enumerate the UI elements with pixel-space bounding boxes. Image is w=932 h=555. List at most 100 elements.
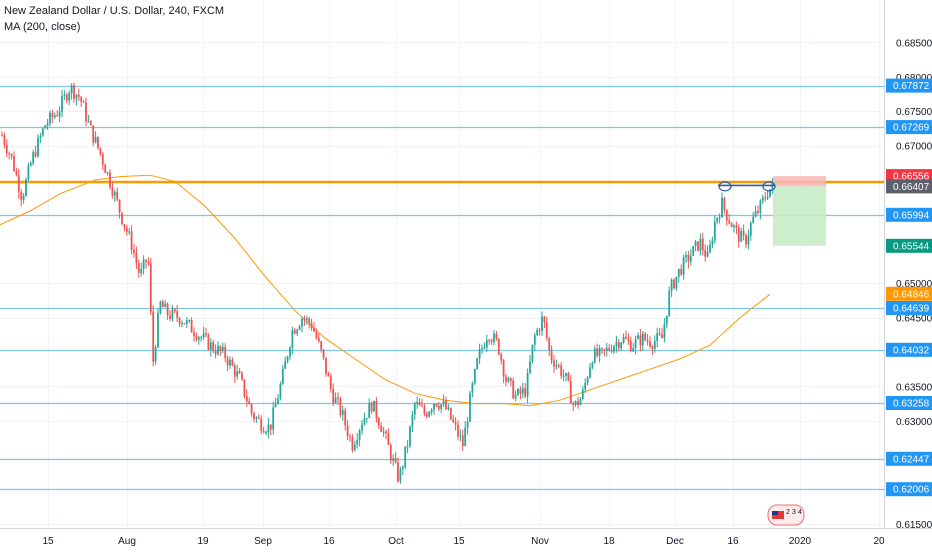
candle [682, 254, 685, 280]
pattern-ellipse[interactable] [762, 181, 776, 192]
candle [385, 429, 387, 440]
candle-body [435, 404, 438, 407]
candle [37, 134, 39, 158]
candle [53, 112, 56, 119]
candle [368, 398, 371, 419]
candle [759, 199, 762, 220]
candle-body [526, 373, 529, 397]
candle [409, 425, 411, 449]
candle-body [171, 309, 174, 319]
candle [430, 408, 433, 416]
candle [169, 310, 171, 321]
candle [757, 205, 759, 215]
candle-body [301, 318, 303, 327]
candle-body [65, 94, 68, 101]
level-badge-text: 0.62447 [893, 454, 930, 465]
candle-body [212, 342, 215, 351]
candle-body [509, 378, 512, 381]
candle [713, 215, 716, 244]
candle [320, 340, 323, 353]
candle [207, 333, 210, 351]
time-tick-label: Aug [118, 536, 136, 547]
candle [1, 131, 3, 137]
candle-body [257, 417, 260, 419]
level-badge-text: 0.67872 [893, 81, 930, 92]
candle-body [389, 445, 392, 461]
candle-body [377, 418, 380, 426]
candle [241, 371, 243, 382]
candle-body [101, 153, 104, 165]
candle-body [500, 354, 503, 361]
candle-body [493, 333, 495, 342]
candle [75, 94, 78, 106]
candle-body [497, 338, 500, 355]
candle-body [159, 301, 162, 314]
candle [171, 305, 174, 322]
candle [188, 319, 191, 323]
stop-loss-zone[interactable] [773, 176, 826, 187]
candle [301, 316, 303, 333]
level-badge: 0.64032 [886, 342, 932, 357]
candle-body [41, 128, 44, 136]
candle-body [137, 263, 140, 273]
flag-icon[interactable]: 2 3 4 [767, 504, 805, 526]
horizontal-levels[interactable] [0, 85, 884, 491]
candle-body [157, 313, 159, 348]
candle-body [553, 360, 555, 367]
candle [745, 233, 747, 248]
candle [130, 225, 133, 255]
candle [113, 189, 116, 202]
candle [27, 162, 30, 182]
price-badge-text: 0.64846 [893, 289, 930, 300]
candle [344, 407, 347, 431]
candle-body [490, 340, 493, 342]
price-axis[interactable]: 0.68500 0.68000 0.67500 0.67000 0.65000 0.645… [896, 38, 932, 531]
candle [473, 368, 476, 385]
trend-drawing[interactable] [718, 181, 776, 192]
candle-body [733, 225, 735, 228]
candle-body [241, 373, 243, 380]
level-badge: 0.65994 [886, 207, 932, 222]
position-tool[interactable] [773, 176, 826, 246]
candle [524, 383, 527, 399]
candle [577, 396, 579, 409]
candle [737, 224, 740, 248]
candle [656, 327, 659, 348]
symbol-title[interactable]: New Zealand Dollar / U.S. Dollar, 240, F… [4, 5, 225, 17]
candle [303, 315, 306, 326]
candle-body [104, 164, 107, 173]
price-badge: 0.64846 [886, 286, 932, 301]
candle [512, 377, 515, 400]
take-profit-zone[interactable] [773, 186, 826, 246]
candle-body [586, 377, 589, 383]
candle [764, 191, 767, 202]
candle-body [56, 115, 59, 117]
candle [725, 209, 728, 226]
candle-body [39, 135, 42, 138]
candle [125, 224, 128, 236]
candle [437, 402, 440, 412]
candle-body [641, 333, 644, 346]
candle-body [25, 179, 27, 196]
candle-body [637, 335, 639, 340]
candle [728, 213, 731, 225]
candle-body [32, 152, 35, 164]
indicator-label[interactable]: MA (200, close) [4, 21, 81, 33]
candle-body [265, 432, 267, 434]
candle [387, 428, 390, 446]
candle [190, 317, 193, 333]
candle-body [3, 135, 6, 145]
candle [224, 343, 227, 363]
candle-body [701, 238, 704, 251]
time-axis[interactable]: 15 Aug 19 Sep 16 Oct 15 Nov 18 Dec 16 2020 20 [42, 536, 885, 547]
pattern-ellipse[interactable] [718, 181, 732, 192]
price-tick-label: 0.63000 [896, 417, 932, 428]
candle-body [341, 410, 344, 415]
candle [435, 403, 438, 408]
candle-body [469, 392, 471, 422]
candle-body [80, 96, 83, 102]
candle-body [202, 333, 205, 338]
candle-body [536, 329, 539, 336]
candle [351, 434, 354, 453]
